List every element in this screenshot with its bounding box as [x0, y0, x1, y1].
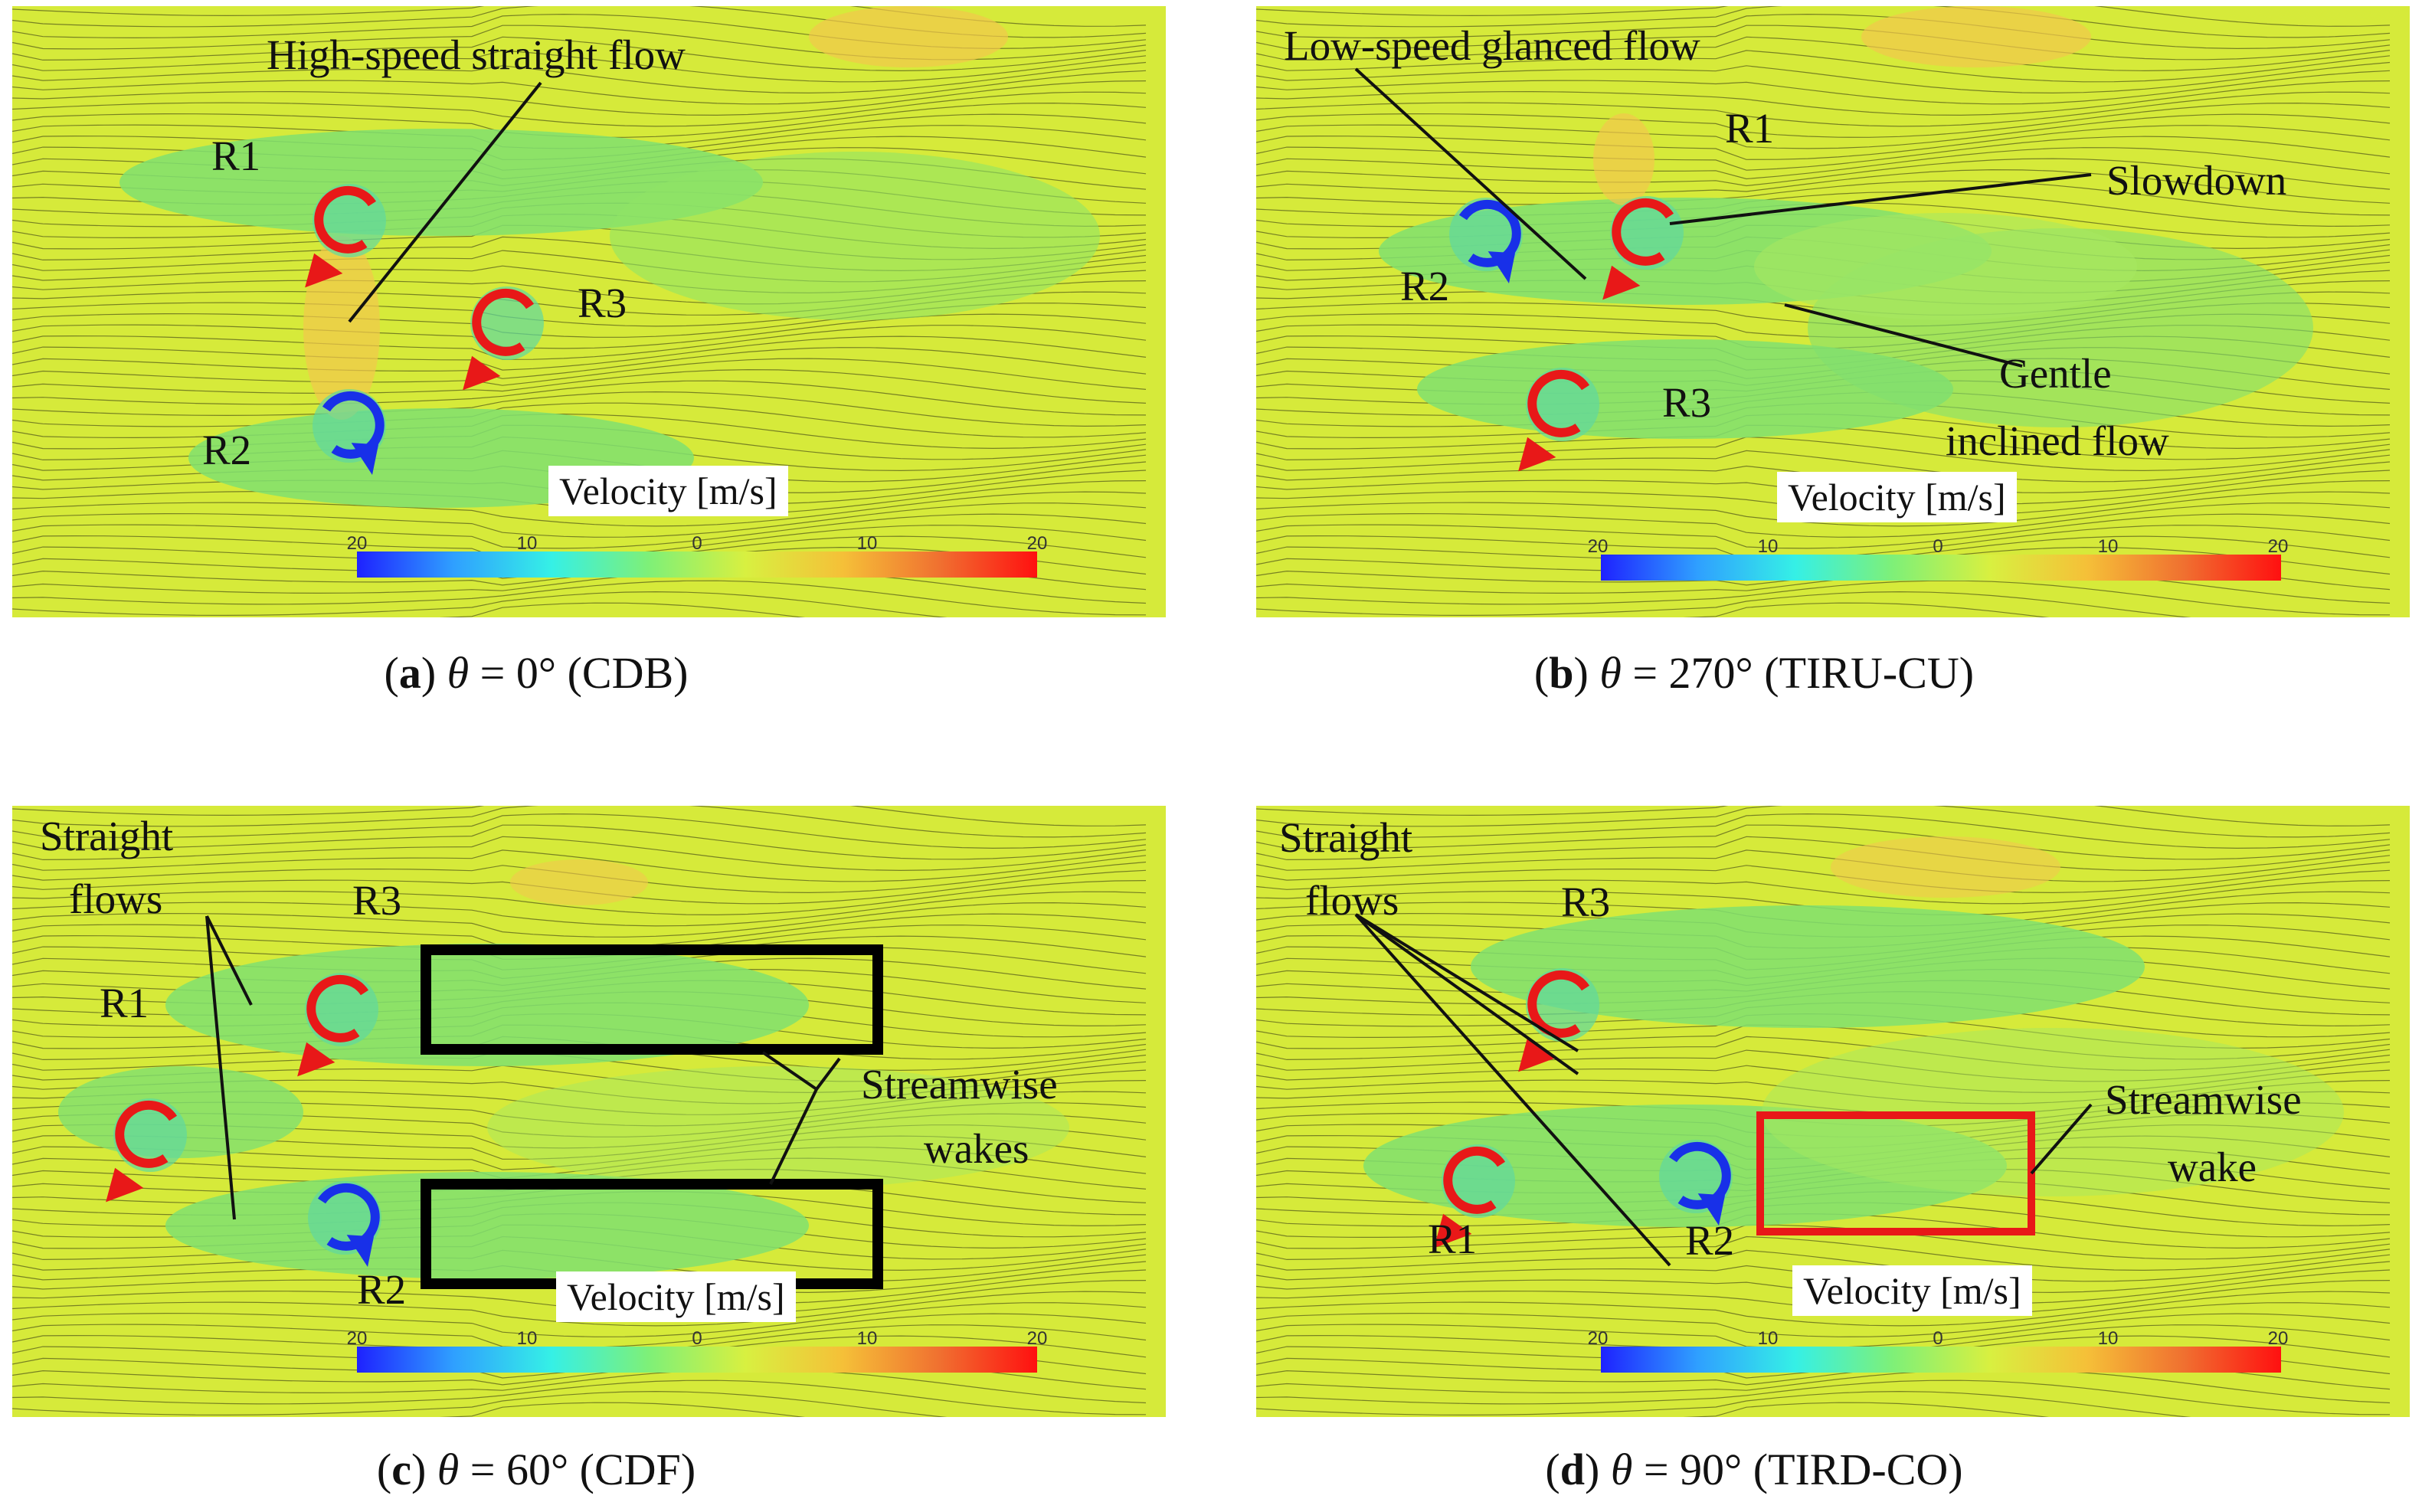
- colorbar-tick: 20: [1587, 536, 1609, 557]
- annotation-gentle: Gentle: [1999, 350, 2112, 397]
- caption-b: (b) θ = 270° (TIRU-CU): [1533, 648, 1975, 698]
- rotor-label-r1: R1: [1428, 1216, 1478, 1262]
- colorbar-tick: 0: [692, 533, 702, 554]
- colorbar-tick: 0: [1933, 1328, 1943, 1349]
- colorbar-tick: 10: [516, 533, 538, 554]
- rotor-label-r3: R3: [1662, 379, 1712, 426]
- rotor-label-r2: R2: [1400, 263, 1450, 309]
- panel-d: Straight flows R1 R2 R3 Streamwise wake …: [1256, 806, 2410, 1417]
- colorbar-tick: 20: [1026, 533, 1048, 554]
- annotation-flows: flows: [1305, 877, 1399, 924]
- colorbar-tick: 20: [2267, 1328, 2289, 1349]
- rotor-label-r1: R1: [211, 133, 261, 179]
- colorbar-gradient: [357, 1347, 1037, 1373]
- annotation-streamwise: Streamwise: [861, 1061, 1058, 1108]
- annotation-streamwise: Streamwise: [2105, 1076, 2302, 1123]
- colorbar-title: Velocity [m/s]: [1777, 472, 2017, 522]
- panel-b: Low-speed glanced flow R1 R2 R3 Slowdown…: [1256, 6, 2410, 617]
- rotor-label-r1: R1: [1725, 105, 1775, 152]
- panel-a: High-speed straight flow R1 R2 R3 Veloci…: [12, 6, 1166, 617]
- colorbar-tick: 20: [346, 1328, 368, 1349]
- colorbar-tick: 10: [2097, 1328, 2119, 1349]
- rotor-label-r2: R2: [1685, 1217, 1735, 1264]
- colorbar-tick: 0: [1933, 536, 1943, 557]
- colorbar-gradient: [1601, 555, 2281, 581]
- annotation-slowdown: Slowdown: [2106, 157, 2287, 204]
- caption-d: (d) θ = 90° (TIRD-CO): [1545, 1445, 1963, 1494]
- annotation-low-speed-flow: Low-speed glanced flow: [1284, 22, 1700, 69]
- colorbar-gradient: [357, 551, 1037, 578]
- colorbar-title: Velocity [m/s]: [548, 466, 788, 516]
- colorbar-tick: 20: [1026, 1328, 1048, 1349]
- colorbar-tick: 10: [516, 1328, 538, 1349]
- annotation-high-speed-flow: High-speed straight flow: [267, 31, 686, 78]
- colorbar-tick: 10: [2097, 536, 2119, 557]
- annotation-flows: flows: [69, 875, 163, 922]
- annotation-wakes: wakes: [924, 1125, 1029, 1172]
- colorbar-tick: 10: [1757, 536, 1779, 557]
- annotation-wake: wake: [2168, 1144, 2257, 1190]
- colorbar-gradient: [1601, 1347, 2281, 1373]
- colorbar-tick: 10: [856, 533, 878, 554]
- caption-a: (a) θ = 0° (CDB): [384, 648, 689, 698]
- colorbar-tick: 0: [692, 1328, 702, 1349]
- caption-c: (c) θ = 60° (CDF): [376, 1445, 696, 1494]
- panel-c: Straight flows R1 R2 R3 Streamwise wakes…: [12, 806, 1166, 1417]
- rotor-label-r1: R1: [100, 980, 149, 1026]
- colorbar-tick: 20: [346, 533, 368, 554]
- annotation-inclined-flow: inclined flow: [1946, 417, 2169, 464]
- colorbar-tick: 20: [2267, 536, 2289, 557]
- rotor-label-r3: R3: [578, 280, 627, 326]
- flow-field-c: [12, 806, 1166, 1417]
- colorbar-tick: 10: [1757, 1328, 1779, 1349]
- rotor-label-r2: R2: [357, 1266, 407, 1313]
- colorbar-tick: 20: [1587, 1328, 1609, 1349]
- colorbar-title: Velocity [m/s]: [1792, 1265, 2032, 1316]
- annotation-straight: Straight: [1279, 814, 1413, 861]
- rotor-label-r2: R2: [202, 427, 252, 473]
- rotor-label-r3: R3: [352, 877, 402, 924]
- annotation-straight: Straight: [40, 813, 174, 859]
- flow-field-b: [1256, 6, 2410, 617]
- colorbar-tick: 10: [856, 1328, 878, 1349]
- flow-field-d: [1256, 806, 2410, 1417]
- rotor-label-r3: R3: [1561, 879, 1611, 925]
- colorbar-title: Velocity [m/s]: [556, 1271, 796, 1322]
